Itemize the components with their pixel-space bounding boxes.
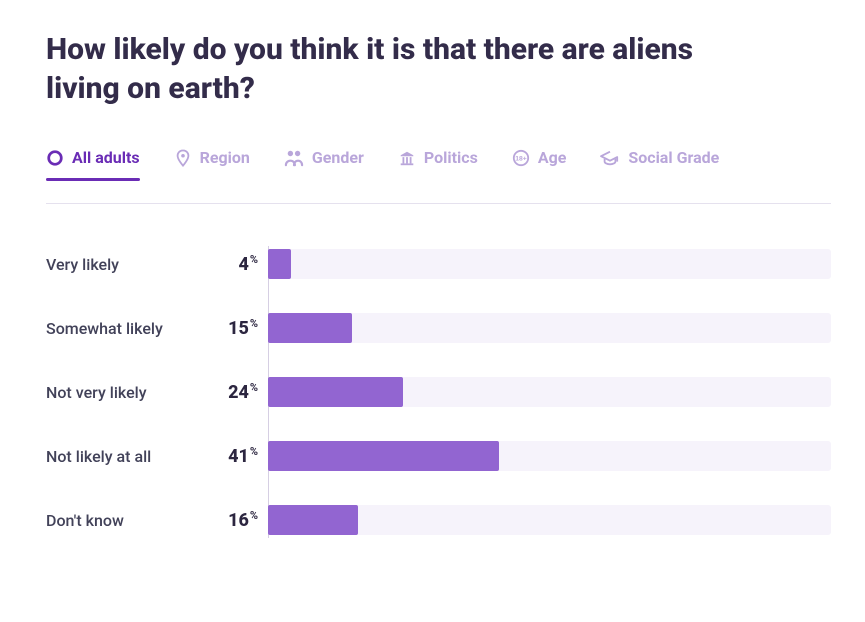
tab-politics[interactable]: Politics (398, 148, 478, 175)
percent-sign: % (250, 445, 258, 458)
row-label: Don't know (46, 511, 201, 530)
tab-label: Region (200, 148, 250, 167)
age-icon: 18+ (512, 149, 530, 167)
tab-region[interactable]: Region (174, 148, 250, 175)
bar-fill (268, 313, 352, 343)
tab-label: All adults (72, 148, 140, 167)
row-value: 24% (208, 381, 258, 403)
tab-gender[interactable]: Gender (284, 148, 364, 175)
chart-row: Not likely at all41% (268, 438, 831, 474)
bar-track (268, 249, 831, 279)
tab-label: Age (538, 148, 567, 167)
bar-track (268, 313, 831, 343)
percent-sign: % (250, 381, 258, 394)
tabs: All adults Region Gender Politics 18+ Age Soci… (46, 148, 831, 185)
circle-icon (46, 149, 64, 167)
pin-icon (174, 149, 192, 167)
tab-all-adults[interactable]: All adults (46, 148, 140, 175)
page-title: How likely do you think it is that there… (46, 30, 766, 108)
chart-row: Don't know16% (268, 502, 831, 538)
people-icon (284, 149, 304, 167)
row-label: Not very likely (46, 383, 201, 402)
chart-row: Very likely4% (268, 246, 831, 282)
row-label: Very likely (46, 255, 201, 274)
row-label: Somewhat likely (46, 319, 201, 338)
tab-label: Social Grade (628, 148, 719, 167)
row-label: Not likely at all (46, 447, 201, 466)
divider (46, 203, 831, 204)
bar-track (268, 377, 831, 407)
bar-fill (268, 377, 403, 407)
chart-row: Somewhat likely15% (268, 310, 831, 346)
bar-fill (268, 505, 358, 535)
tab-label: Politics (424, 148, 478, 167)
bar-fill (268, 441, 499, 471)
tab-social-grade[interactable]: Social Grade (600, 148, 719, 175)
cap-icon (600, 149, 620, 167)
chart-row: Not very likely24% (268, 374, 831, 410)
bar-track (268, 441, 831, 471)
bar-track (268, 505, 831, 535)
tab-label: Gender (312, 148, 364, 167)
landmark-icon (398, 149, 416, 167)
row-value: 15% (208, 317, 258, 339)
row-value: 41% (208, 445, 258, 467)
row-value: 4% (208, 253, 258, 275)
row-value: 16% (208, 509, 258, 531)
percent-sign: % (250, 317, 258, 330)
tab-age[interactable]: 18+ Age (512, 148, 567, 175)
bar-fill (268, 249, 291, 279)
svg-text:18+: 18+ (515, 155, 527, 162)
percent-sign: % (250, 253, 258, 266)
percent-sign: % (250, 509, 258, 522)
bar-chart: Very likely4%Somewhat likely15%Not very … (46, 246, 831, 538)
